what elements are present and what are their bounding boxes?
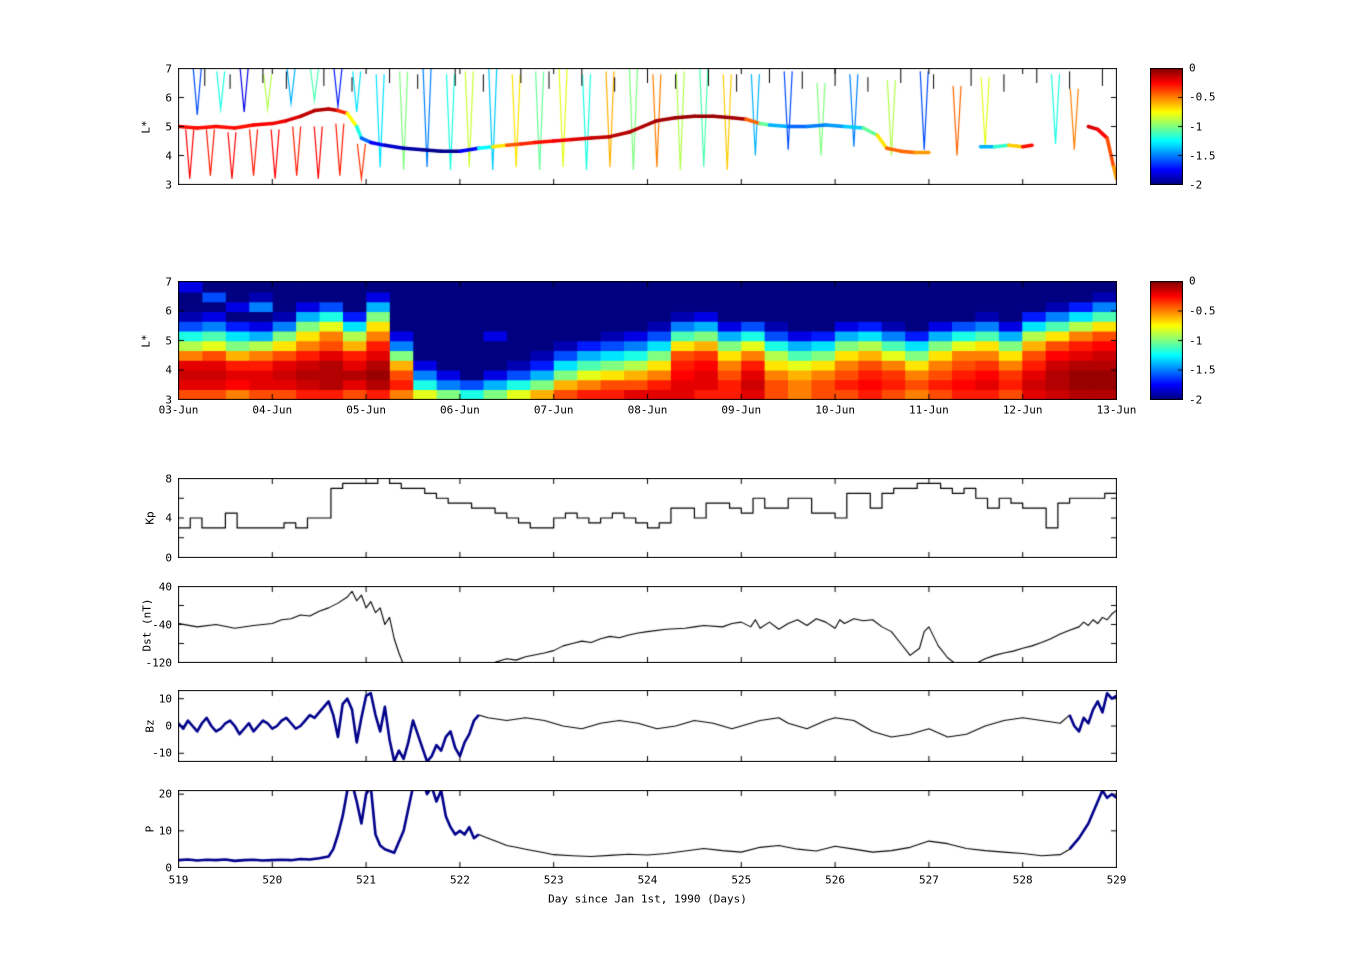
tick-label: 529 (1106, 873, 1127, 887)
ylabel-p: P (143, 825, 157, 833)
ylabel-lstar-observed: L* (139, 119, 153, 134)
tick-label: 528 (1012, 873, 1033, 887)
tick-label: 40 (158, 580, 172, 593)
tick-label: 519 (168, 873, 189, 887)
tick-label: 20 (158, 787, 172, 801)
tick-label: 8 (165, 472, 172, 485)
tick-label: 0 (1189, 274, 1196, 288)
tick-label: 4 (165, 149, 172, 162)
tick-label: -40 (152, 618, 172, 631)
psd-model-heatmap (178, 281, 1117, 400)
tick-label: -0.5 (1189, 304, 1216, 318)
tick-label: 3 (165, 393, 172, 406)
tick-label: 4 (165, 511, 172, 525)
tick-label: 520 (262, 873, 283, 887)
tick-label: 13-Jun (1096, 403, 1137, 417)
psd-observed-plot (178, 68, 1117, 185)
tick-label: 5 (165, 334, 172, 347)
tick-label: 0 (165, 861, 172, 874)
tick-label: 7 (165, 62, 172, 75)
tick-label: 522 (449, 873, 470, 887)
tick-label: 6 (165, 304, 172, 318)
tick-label: 06-Jun (440, 403, 480, 417)
tick-label: 0 (165, 551, 172, 564)
tick-label: 0 (165, 719, 172, 733)
p-plot (178, 790, 1117, 868)
tick-label: 526 (825, 873, 846, 887)
ylabel-bz: Bz (143, 719, 157, 733)
tick-label: 11-Jun (909, 403, 949, 417)
tick-label: 09-Jun (721, 403, 762, 417)
tick-label: -120 (145, 656, 173, 669)
tick-label: -1.5 (1189, 363, 1216, 377)
tick-label: 12-Jun (1002, 403, 1043, 417)
dst-plot (178, 586, 1117, 663)
tick-label: 4 (165, 363, 172, 377)
tick-label: 524 (637, 873, 658, 887)
tick-label: 3 (165, 178, 172, 191)
tick-label: -10 (152, 746, 172, 760)
kp-plot (178, 478, 1117, 558)
tick-label: 03-Jun (158, 403, 199, 417)
ylabel-lstar-model: L* (139, 333, 153, 348)
tick-label: -0.5 (1189, 90, 1216, 104)
psd-observed-colorbar (1150, 68, 1183, 185)
xaxis-label: Day since Jan 1st, 1990 (Days) (548, 892, 747, 906)
tick-label: -2 (1189, 393, 1203, 407)
tick-label: 10 (158, 824, 172, 838)
tick-label: 523 (543, 873, 564, 887)
tick-label: 5 (165, 120, 172, 133)
tick-label: 07-Jun (533, 403, 574, 417)
tick-label: 521 (356, 873, 377, 887)
ylabel-kp: Kp (143, 511, 157, 525)
tick-label: -1 (1189, 120, 1203, 133)
tick-label: 527 (918, 873, 939, 887)
tick-label: -1 (1189, 334, 1203, 347)
tick-label: 10-Jun (815, 403, 855, 417)
tick-label: 05-Jun (346, 403, 386, 417)
tick-label: 6 (165, 91, 172, 104)
tick-label: 08-Jun (627, 403, 668, 417)
ylabel-dst: Dst (nT) (140, 598, 154, 651)
tick-label: -1.5 (1189, 149, 1216, 163)
tick-label: 7 (165, 275, 172, 288)
tick-label: -2 (1189, 178, 1203, 192)
tick-label: 0 (1189, 61, 1196, 75)
tick-label: 04-Jun (252, 403, 293, 417)
psd-model-colorbar (1150, 281, 1183, 400)
tick-label: 525 (731, 873, 752, 887)
bz-plot (178, 690, 1117, 762)
tick-label: 10 (158, 692, 172, 706)
